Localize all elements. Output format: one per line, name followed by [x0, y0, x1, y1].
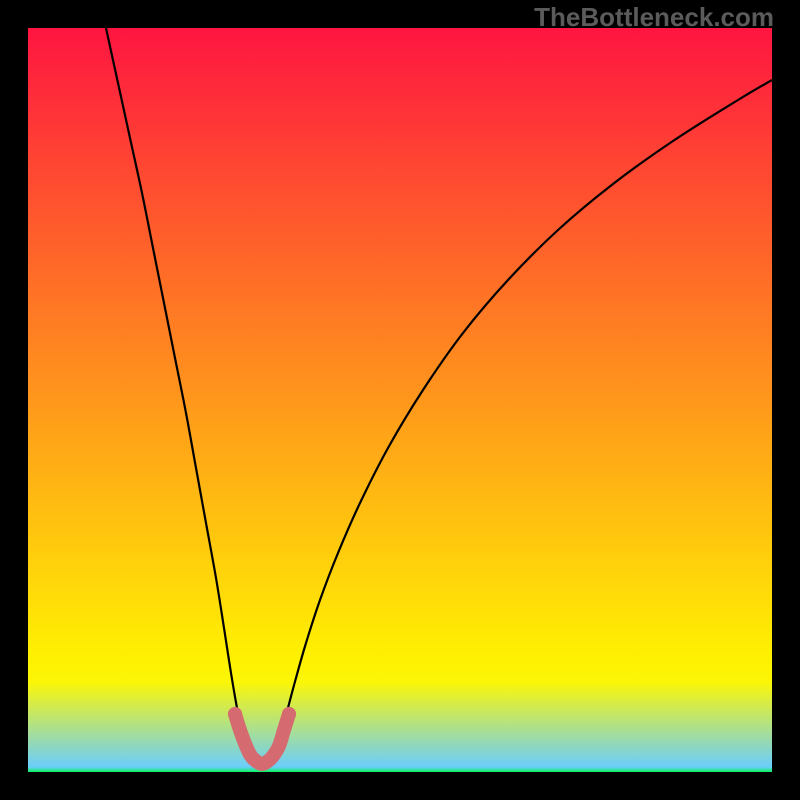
curve-left-branch — [106, 28, 247, 756]
watermark-text: TheBottleneck.com — [534, 2, 774, 33]
bottleneck-curve — [0, 0, 800, 800]
chart-container: TheBottleneck.com — [0, 0, 800, 800]
valley-marker-endcap — [282, 707, 296, 721]
valley-marker-endcap — [228, 707, 242, 721]
valley-marker — [235, 714, 289, 764]
curve-right-branch — [277, 80, 772, 756]
